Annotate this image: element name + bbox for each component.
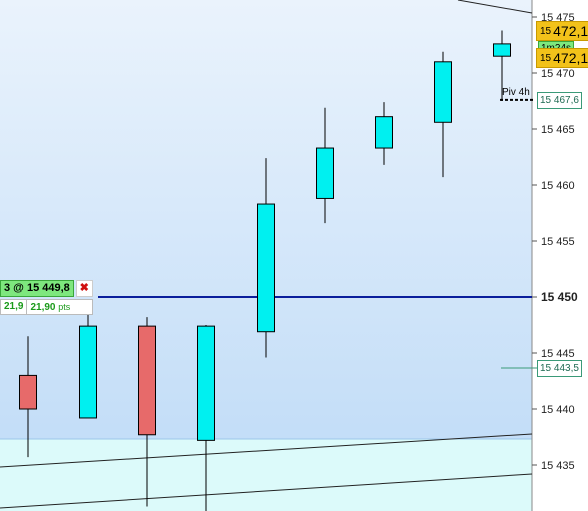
- level-value-tag: 15 443,5: [537, 360, 582, 377]
- candle: [19, 336, 37, 458]
- candle-body: [79, 325, 97, 419]
- current-price-value: 472,1: [553, 23, 588, 39]
- trendline-lower-1[interactable]: [0, 433, 533, 468]
- candle: [316, 107, 334, 224]
- candle-body: [19, 374, 37, 410]
- candle: [138, 317, 156, 507]
- candle-body: [375, 116, 393, 149]
- candle: [257, 158, 275, 358]
- lower-zone: [0, 439, 532, 511]
- trendline-lower-2[interactable]: [0, 473, 533, 509]
- bid-price-value: 472,1: [553, 50, 588, 66]
- axis-tick-label: 15 450: [541, 290, 578, 304]
- candle-body: [197, 325, 215, 441]
- pnl-unit: pts: [58, 301, 71, 312]
- position-widget[interactable]: 3 @ 15 449,8 ✖ 21,9 21,90 pts: [0, 279, 93, 315]
- axis-tick-label: 15 440: [541, 404, 575, 416]
- candlestick-series: [19, 30, 511, 511]
- current-price-prefix: 15: [540, 25, 552, 37]
- candle-body: [138, 325, 156, 436]
- axis-tick-label: 15 460: [541, 180, 575, 192]
- candle: [434, 51, 452, 178]
- close-icon[interactable]: ✖: [75, 279, 93, 297]
- pnl-points: 21,90 pts: [26, 299, 73, 315]
- axis-tick-label: 15 435: [541, 460, 575, 472]
- candle: [375, 102, 393, 165]
- bid-price-prefix: 15: [540, 52, 552, 64]
- axis-tick-label: 15 455: [541, 236, 575, 248]
- candle-body: [434, 61, 452, 123]
- candle-body: [316, 147, 334, 199]
- position-pnl: 21,9 21,90 pts: [0, 299, 93, 315]
- trendline-top[interactable]: [457, 0, 533, 14]
- axis-tick-label: 15 465: [541, 124, 575, 136]
- candle: [197, 325, 215, 511]
- candle: [79, 302, 97, 419]
- current-price-tag: 15 472,1: [536, 21, 588, 41]
- pivot-label: Piv 4h: [502, 87, 530, 98]
- axis-tick-label: 15 445: [541, 348, 575, 360]
- axis-tick-label: 15 470: [541, 68, 575, 80]
- candle: [493, 30, 511, 101]
- price-axis-background: [532, 0, 588, 511]
- pnl-value: 21,9: [4, 301, 24, 312]
- trendlines[interactable]: [0, 0, 533, 509]
- candle-body: [493, 43, 511, 57]
- candle-body: [257, 203, 275, 333]
- bid-price-tag: 15 472,1: [536, 48, 588, 68]
- pivot-value-tag: 15 467,6: [537, 92, 582, 109]
- position-label[interactable]: 3 @ 15 449,8: [0, 279, 74, 297]
- pnl-points-value: 21,90: [30, 301, 56, 313]
